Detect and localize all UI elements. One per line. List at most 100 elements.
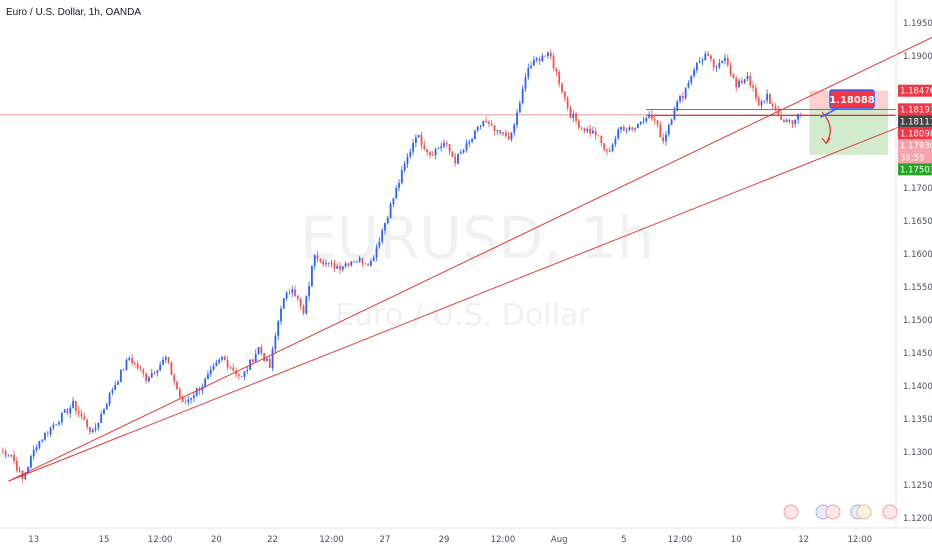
- candle[interactable]: [752, 81, 754, 92]
- candle[interactable]: [49, 426, 52, 437]
- candle[interactable]: [423, 140, 426, 151]
- candle[interactable]: [426, 149, 429, 156]
- candle[interactable]: [611, 142, 614, 153]
- candle[interactable]: [277, 319, 280, 340]
- candle[interactable]: [597, 134, 600, 137]
- candle[interactable]: [715, 64, 718, 72]
- candle[interactable]: [1, 447, 4, 454]
- candle[interactable]: [316, 250, 319, 263]
- candle[interactable]: [60, 412, 63, 426]
- candle[interactable]: [572, 110, 575, 123]
- candle[interactable]: [263, 352, 266, 363]
- candle[interactable]: [232, 363, 235, 372]
- candle[interactable]: [648, 111, 651, 119]
- candle[interactable]: [457, 153, 459, 165]
- candle[interactable]: [167, 356, 170, 365]
- candle[interactable]: [280, 305, 282, 325]
- event-flags[interactable]: [783, 504, 898, 520]
- candle[interactable]: [285, 291, 288, 301]
- us-flag-icon[interactable]: [825, 504, 841, 520]
- candle[interactable]: [91, 428, 94, 434]
- candle[interactable]: [302, 304, 305, 316]
- candle[interactable]: [577, 118, 580, 131]
- candle[interactable]: [330, 259, 333, 268]
- candle[interactable]: [552, 52, 555, 72]
- candle[interactable]: [653, 114, 656, 125]
- candle[interactable]: [437, 147, 440, 150]
- candle[interactable]: [493, 124, 496, 136]
- candle[interactable]: [18, 466, 21, 473]
- candle[interactable]: [15, 456, 18, 473]
- candle[interactable]: [274, 332, 277, 354]
- candle[interactable]: [190, 397, 192, 404]
- candle[interactable]: [159, 361, 162, 372]
- candle[interactable]: [30, 454, 32, 469]
- candle[interactable]: [462, 148, 465, 155]
- candle[interactable]: [268, 356, 271, 369]
- candle[interactable]: [485, 116, 488, 124]
- candle[interactable]: [13, 450, 15, 465]
- candle[interactable]: [639, 121, 642, 126]
- candle[interactable]: [201, 383, 204, 395]
- candle[interactable]: [103, 408, 105, 415]
- candle[interactable]: [55, 423, 58, 426]
- candle[interactable]: [651, 109, 653, 122]
- candle[interactable]: [358, 255, 361, 264]
- candle[interactable]: [490, 119, 493, 127]
- candle[interactable]: [698, 57, 701, 64]
- candle[interactable]: [192, 391, 195, 403]
- candle[interactable]: [378, 236, 381, 249]
- candle[interactable]: [476, 125, 479, 133]
- candle[interactable]: [681, 91, 684, 103]
- candle[interactable]: [622, 124, 625, 132]
- candle[interactable]: [743, 78, 746, 85]
- candle[interactable]: [468, 139, 471, 147]
- us-flag-icon[interactable]: [882, 504, 898, 520]
- candle[interactable]: [406, 153, 409, 169]
- candle[interactable]: [549, 49, 552, 60]
- candle[interactable]: [443, 139, 445, 149]
- candle[interactable]: [465, 139, 468, 153]
- candle[interactable]: [305, 295, 308, 315]
- candle[interactable]: [606, 148, 608, 156]
- candle[interactable]: [364, 262, 367, 265]
- us-flag-icon[interactable]: [783, 504, 799, 520]
- candle[interactable]: [375, 244, 378, 262]
- candle[interactable]: [288, 289, 291, 296]
- candle[interactable]: [583, 127, 586, 134]
- candle[interactable]: [229, 366, 232, 369]
- candle[interactable]: [662, 133, 665, 145]
- candle[interactable]: [339, 262, 341, 275]
- candle[interactable]: [538, 56, 541, 65]
- candle[interactable]: [403, 160, 406, 173]
- candle[interactable]: [400, 166, 403, 185]
- candle[interactable]: [412, 138, 414, 156]
- candle[interactable]: [215, 359, 218, 367]
- candle[interactable]: [344, 261, 347, 269]
- candle[interactable]: [308, 281, 310, 301]
- candle[interactable]: [580, 126, 583, 131]
- candle[interactable]: [83, 412, 86, 420]
- candle[interactable]: [246, 365, 249, 375]
- candle[interactable]: [35, 444, 38, 453]
- candle[interactable]: [252, 358, 254, 364]
- candle[interactable]: [482, 120, 485, 127]
- price-tag[interactable]: 1.17503: [898, 163, 932, 176]
- candle[interactable]: [353, 260, 355, 263]
- candle[interactable]: [27, 466, 29, 474]
- candle[interactable]: [80, 410, 83, 420]
- candle[interactable]: [746, 72, 749, 82]
- candle[interactable]: [156, 369, 159, 377]
- candle[interactable]: [513, 122, 516, 137]
- candle[interactable]: [592, 126, 594, 134]
- candle[interactable]: [707, 50, 710, 57]
- candle[interactable]: [150, 368, 153, 379]
- candle[interactable]: [780, 111, 783, 121]
- candle[interactable]: [181, 394, 184, 402]
- candle[interactable]: [133, 360, 136, 368]
- candle[interactable]: [530, 61, 532, 69]
- candle[interactable]: [257, 347, 260, 356]
- candle[interactable]: [799, 112, 802, 119]
- candle[interactable]: [676, 99, 679, 112]
- candle[interactable]: [684, 87, 687, 101]
